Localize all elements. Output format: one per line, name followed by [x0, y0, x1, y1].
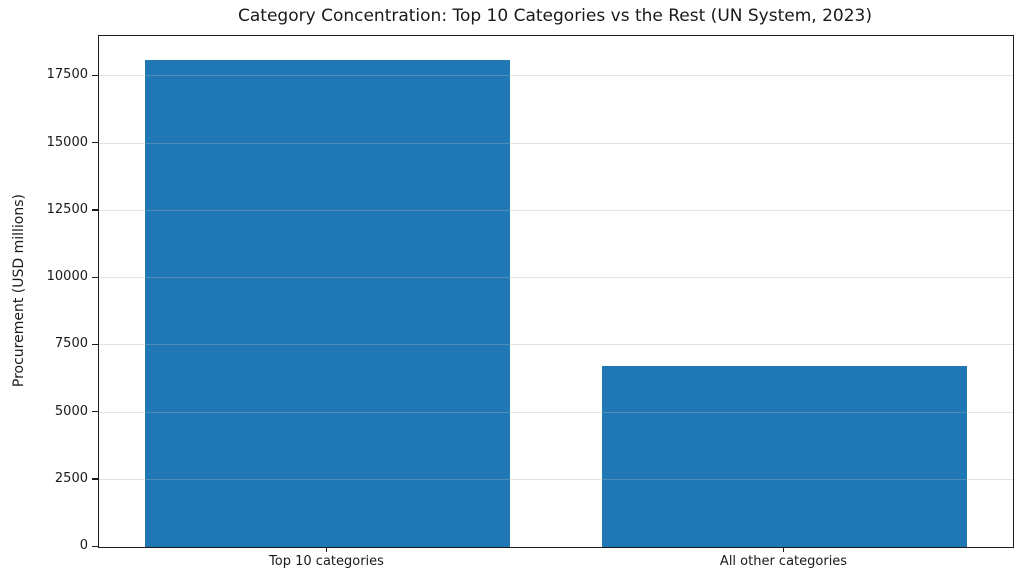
y-tick-label-17500: 17500: [46, 67, 88, 83]
bar-all-other-categories: [601, 366, 968, 547]
y-tick-label-12500: 12500: [46, 201, 88, 217]
y-tick-mark-7500: [92, 343, 98, 346]
x-tick-label-top-10-categories: Top 10 categories: [269, 554, 384, 569]
gridline-y-2500: [99, 478, 1013, 480]
x-tick-mark-all-other-categories: [782, 547, 785, 552]
x-tick-label-all-other-categories: All other categories: [719, 554, 848, 569]
gridline-y-15000: [99, 142, 1013, 144]
plot-area: [98, 35, 1014, 548]
grid-layer: [99, 36, 1013, 547]
y-tick-mark-15000: [92, 142, 98, 144]
gridline-y-17500: [99, 75, 1013, 77]
bars-layer: [99, 36, 1013, 547]
y-tick-label-15000: 15000: [46, 134, 88, 150]
y-tick-label-10000: 10000: [46, 269, 88, 285]
y-tick-mark-5000: [92, 411, 98, 413]
gridline-y-10000: [99, 277, 1013, 279]
y-tick-mark-0: [92, 545, 98, 547]
x-tick-mark-top-10-categories: [325, 547, 328, 552]
gridline-y-5000: [99, 411, 1013, 413]
gridline-y-7500: [99, 344, 1013, 346]
y-tick-label-0: 0: [79, 538, 88, 553]
y-tick-mark-2500: [92, 478, 98, 480]
chart-title: Category Concentration: Top 10 Categorie…: [238, 6, 872, 26]
y-tick-mark-10000: [92, 276, 98, 278]
y-tick-mark-17500: [92, 74, 98, 77]
bar-top-10-categories: [144, 60, 511, 547]
y-tick-label-2500: 2500: [54, 470, 88, 486]
y-axis-label-text: Procurement (USD millions): [11, 193, 27, 388]
y-tick-label-7500: 7500: [54, 336, 88, 352]
y-tick-mark-12500: [92, 209, 98, 211]
gridline-y-12500: [99, 209, 1013, 211]
y-tick-label-5000: 5000: [54, 403, 88, 419]
y-axis-label: Procurement (USD millions): [10, 35, 28, 546]
